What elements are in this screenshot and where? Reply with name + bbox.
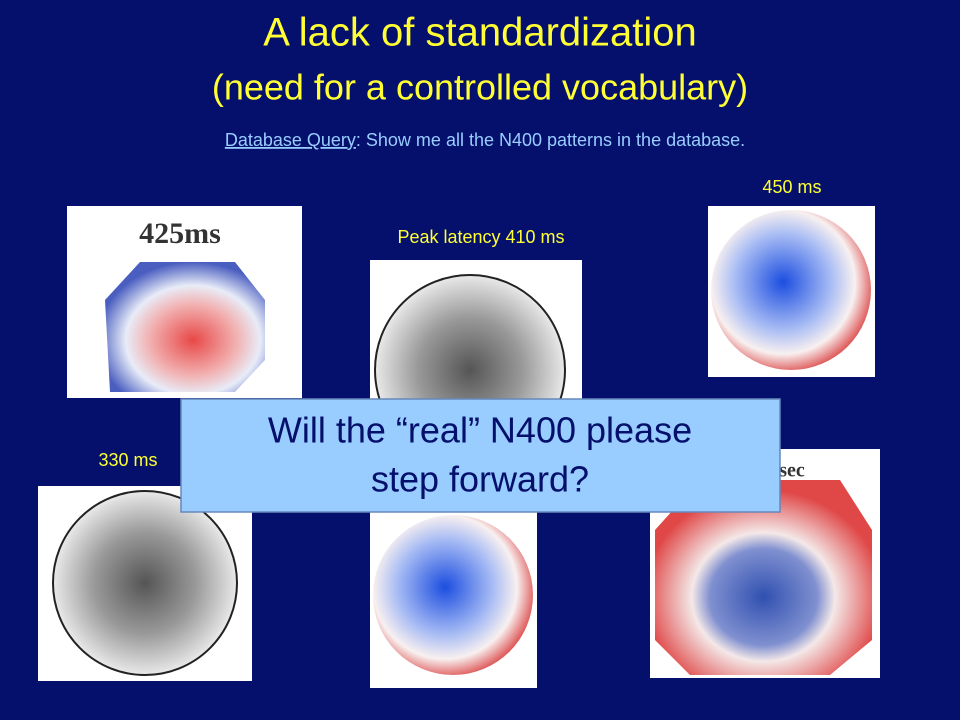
- scalp-map: [105, 262, 265, 392]
- query-text: : Show me all the N400 patterns in the d…: [356, 130, 745, 150]
- callout-box: [180, 398, 781, 513]
- scalp-map: [373, 515, 533, 675]
- scalp-map: [655, 480, 872, 675]
- title: A lack of standardization: [263, 11, 697, 55]
- callout-text: Will the “real” N400 please: [268, 410, 692, 451]
- query: Database Query: Show me all the N400 pat…: [225, 130, 745, 150]
- map-label: Peak latency 410 ms: [397, 227, 564, 247]
- query-link[interactable]: Database Query: [225, 130, 356, 150]
- scalp-map: [52, 490, 238, 676]
- scalp-map: [711, 210, 871, 370]
- map-label: 330 ms: [98, 450, 157, 470]
- map-label: 450 ms: [762, 177, 821, 197]
- map-label: 425ms: [139, 217, 221, 250]
- map-label: sec: [779, 460, 805, 482]
- subtitle: (need for a controlled vocabulary): [212, 67, 748, 108]
- callout-text: step forward?: [371, 459, 589, 500]
